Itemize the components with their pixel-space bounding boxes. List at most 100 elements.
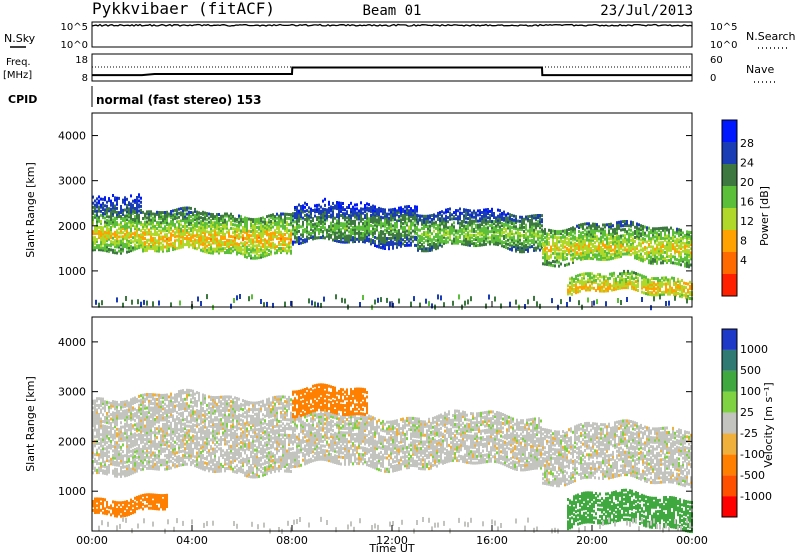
data-cell — [542, 248, 544, 252]
data-cell — [244, 216, 246, 220]
data-cell — [104, 216, 106, 220]
data-cell — [320, 217, 322, 221]
data-cell — [124, 243, 126, 246]
data-cell — [564, 263, 566, 267]
data-cell — [114, 224, 116, 228]
data-cell — [138, 246, 140, 250]
data-cell — [412, 229, 414, 233]
data-cell — [320, 211, 322, 215]
data-cell — [214, 231, 216, 235]
data-cell — [106, 204, 108, 208]
data-cell — [94, 215, 96, 219]
data-cell — [236, 295, 238, 301]
data-cell — [310, 221, 312, 225]
data-cell — [220, 216, 222, 220]
data-cell — [134, 221, 136, 225]
data-cell — [174, 243, 176, 247]
data-cell — [564, 249, 566, 253]
data-cell — [138, 195, 140, 199]
data-cell — [264, 246, 266, 250]
data-cell — [300, 233, 302, 237]
data-cell — [246, 249, 248, 253]
data-cell — [120, 243, 122, 247]
data-cell — [593, 300, 595, 306]
data-cell — [266, 245, 268, 249]
data-cell — [677, 277, 679, 281]
data-cell — [613, 271, 615, 275]
data-cell — [626, 248, 628, 252]
data-cell — [628, 244, 630, 248]
data-cell — [214, 235, 216, 239]
data-cell — [433, 213, 435, 217]
data-cell — [192, 217, 194, 221]
data-cell — [166, 229, 168, 232]
data-cell — [554, 260, 556, 264]
data-cell — [92, 220, 94, 223]
data-cell — [118, 227, 120, 231]
data-cell — [112, 242, 114, 246]
data-cell — [190, 229, 192, 233]
data-cell — [328, 225, 330, 229]
data-cell — [601, 285, 603, 289]
data-cell — [634, 240, 636, 243]
data-cell — [134, 209, 136, 212]
data-cell — [100, 209, 102, 213]
data-cell — [258, 239, 260, 243]
data-cell — [322, 219, 324, 223]
data-cell — [666, 234, 668, 238]
data-cell — [572, 234, 574, 238]
data-cell — [584, 232, 586, 236]
data-cell — [92, 244, 94, 248]
data-cell — [278, 228, 280, 232]
data-cell — [406, 217, 408, 221]
data-cell — [182, 243, 184, 247]
data-cell — [624, 246, 626, 250]
data-cell — [260, 229, 262, 233]
data-cell — [298, 213, 300, 217]
data-cell — [587, 286, 589, 290]
data-cell — [244, 240, 246, 244]
data-cell — [218, 221, 220, 225]
data-cell — [172, 229, 174, 233]
data-cell — [224, 251, 226, 255]
data-cell — [102, 397, 104, 401]
data-cell — [96, 213, 98, 217]
data-cell — [180, 227, 182, 231]
data-cell — [154, 214, 156, 218]
data-cell — [302, 228, 304, 232]
data-cell — [110, 199, 112, 203]
data-cell — [104, 248, 106, 252]
data-cell — [678, 258, 680, 262]
data-cell — [250, 222, 252, 225]
data-cell — [429, 242, 431, 246]
data-cell — [220, 235, 222, 239]
data-cell — [396, 209, 398, 213]
data-cell — [150, 212, 152, 216]
data-cell — [128, 211, 130, 215]
data-cell — [188, 243, 190, 247]
data-cell — [230, 247, 232, 251]
data-cell — [106, 218, 108, 222]
data-cell — [334, 216, 336, 220]
data-cell — [126, 205, 128, 209]
data-cell — [164, 239, 166, 243]
data-cell — [330, 213, 332, 217]
data-cell — [284, 237, 286, 240]
data-cell — [138, 242, 140, 245]
data-cell — [95, 299, 97, 305]
data-cell — [218, 217, 220, 220]
data-cell — [599, 279, 601, 283]
data-cell — [102, 246, 104, 250]
data-cell — [603, 275, 605, 279]
data-cell — [662, 226, 664, 230]
data-cell — [224, 226, 226, 230]
data-cell — [158, 221, 160, 225]
data-cell — [404, 205, 406, 209]
data-cell — [122, 200, 124, 204]
data-cell — [396, 219, 398, 223]
data-cell — [130, 218, 132, 222]
data-cell — [128, 250, 130, 253]
data-cell — [246, 227, 248, 231]
data-cell — [256, 250, 258, 254]
data-cell — [120, 215, 122, 219]
